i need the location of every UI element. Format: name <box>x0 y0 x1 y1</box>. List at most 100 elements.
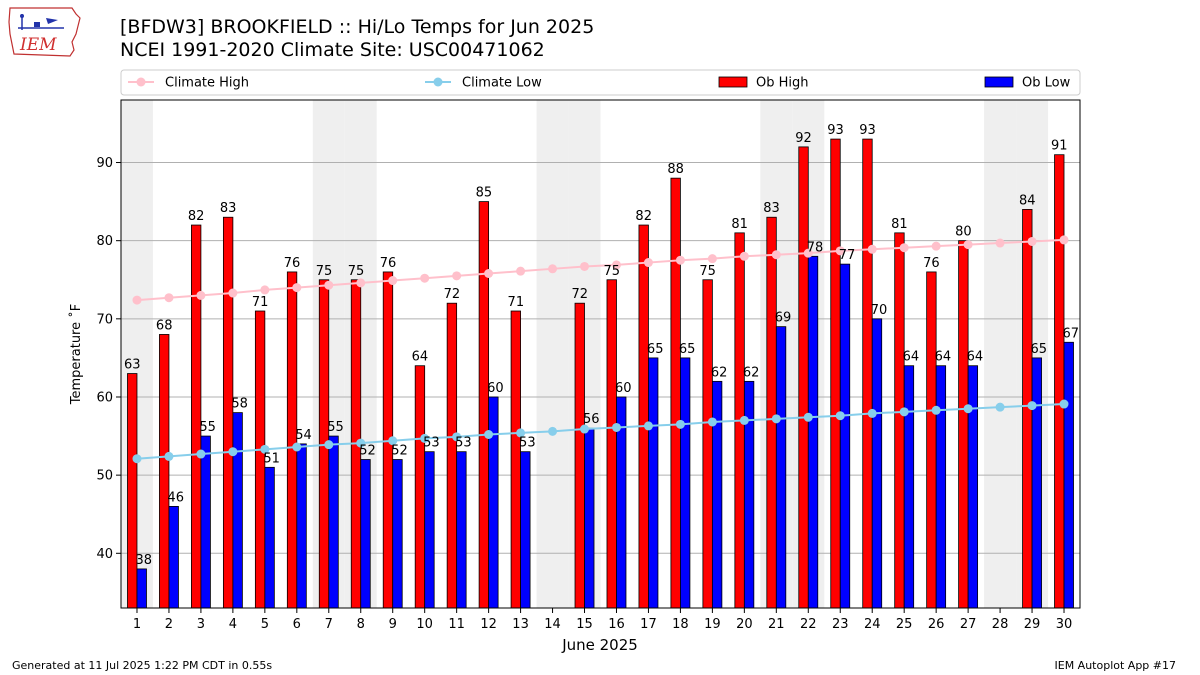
y-axis-label: Temperature ˚F <box>68 304 84 405</box>
climate-high-point <box>835 246 845 256</box>
chart-title: [BFDW3] BROOKFIELD :: Hi/Lo Temps for Ju… <box>120 16 595 38</box>
climate-high-point <box>803 248 813 258</box>
climate-high-point <box>388 276 398 286</box>
climate-high-point <box>420 273 430 283</box>
climate-low-point <box>356 438 366 448</box>
ob-high-bar <box>830 138 841 609</box>
ob-low-bar <box>424 451 435 609</box>
ob-low-bar <box>935 365 947 609</box>
climate-low-point <box>867 408 877 418</box>
ob-low-value-label: 56 <box>583 412 600 427</box>
ob-low-value-label: 64 <box>903 350 920 365</box>
ob-low-bar <box>1031 357 1042 609</box>
climate-low-point <box>132 454 142 464</box>
x-tick-label: 13 <box>512 617 529 632</box>
x-tick-label: 28 <box>992 617 1009 632</box>
climate-high-point <box>228 288 238 298</box>
climate-high-line <box>136 238 1065 302</box>
climate-low-point <box>388 436 398 446</box>
climate-high-point <box>516 266 526 276</box>
ob-low-value-label: 52 <box>359 444 376 459</box>
logo-text: IEM <box>19 35 57 55</box>
climate-high-point <box>452 271 462 281</box>
iem-iowa-logo-icon: IEM <box>8 7 81 57</box>
ob-high-bar <box>414 365 426 609</box>
ob-low-value-label: 64 <box>935 350 952 365</box>
climate-high-point <box>899 243 909 253</box>
climate-low-point <box>771 414 781 424</box>
legend-ob-high-label: Ob High <box>756 76 809 91</box>
ob-high-bar <box>894 232 905 609</box>
ob-low-value-label: 60 <box>487 381 504 396</box>
ob-low-bar <box>903 365 915 609</box>
ob-low-bar <box>584 427 595 609</box>
ob-high-bar <box>766 216 777 609</box>
x-tick-label: 7 <box>325 617 333 632</box>
ob-high-value-label: 83 <box>220 201 237 216</box>
ob-high-bar <box>478 201 490 609</box>
ob-high-value-label: 81 <box>891 217 908 232</box>
legend-climate-high-marker <box>136 77 146 87</box>
ob-low-value-label: 46 <box>167 490 184 505</box>
x-tick-label: 22 <box>800 617 817 632</box>
ob-low-value-label: 62 <box>711 365 728 380</box>
legend-ob-low-swatch <box>984 76 1014 88</box>
ob-high-bar <box>862 138 873 609</box>
legend-climate-low-marker <box>433 77 443 87</box>
x-tick-label: 25 <box>896 617 913 632</box>
x-tick-label: 6 <box>293 617 301 632</box>
ob-high-value-label: 93 <box>827 123 844 138</box>
ob-high-value-label: 71 <box>508 295 525 310</box>
climate-low-point <box>707 417 717 427</box>
iem-logo: IEM <box>6 4 86 64</box>
ob-low-value-label: 65 <box>1031 342 1048 357</box>
ob-low-bar <box>520 451 531 609</box>
climate-low-point <box>1027 401 1037 411</box>
climate-low-point <box>484 429 494 439</box>
ob-low-value-label: 78 <box>807 240 824 255</box>
climate-high-point <box>707 254 717 264</box>
climate-low-point <box>803 412 813 422</box>
climate-high-point <box>643 258 653 268</box>
climate-high-point <box>867 244 877 254</box>
ob-high-bar <box>670 177 681 609</box>
x-tick-label: 14 <box>544 617 561 632</box>
ob-high-bar <box>159 334 170 609</box>
plot-frame <box>120 99 1081 609</box>
ob-low-bar <box>743 380 755 609</box>
ob-high-value-label: 84 <box>1019 193 1036 208</box>
climate-low-point <box>643 421 653 431</box>
x-tick-label: 19 <box>704 617 721 632</box>
ob-low-bar <box>1063 341 1074 609</box>
climate-low-point <box>324 440 334 450</box>
climate-high-point <box>675 255 685 265</box>
climate-low-point <box>420 433 430 443</box>
ob-high-value-label: 71 <box>252 295 269 310</box>
legend-box <box>120 69 1081 96</box>
climate-high-point <box>771 250 781 260</box>
x-tick-label: 24 <box>864 617 881 632</box>
ob-low-value-label: 65 <box>679 342 696 357</box>
ob-high-value-label: 81 <box>731 217 748 232</box>
ob-high-value-label: 93 <box>859 123 876 138</box>
legend-climate-high-label: Climate High <box>165 76 249 91</box>
climate-low-point <box>611 422 621 432</box>
ob-high-bar <box>446 302 458 609</box>
ob-high-value-label: 83 <box>763 201 780 216</box>
climate-low-point <box>260 444 270 454</box>
ob-high-value-label: 75 <box>699 264 716 279</box>
ob-high-value-label: 85 <box>476 186 493 201</box>
climate-low-point <box>835 411 845 421</box>
ob-low-bar <box>711 380 723 609</box>
ob-low-bar <box>871 318 883 609</box>
climate-low-point <box>931 405 941 415</box>
ob-high-bar <box>127 373 138 609</box>
climate-high-point <box>995 238 1005 248</box>
ob-low-bar <box>839 263 851 609</box>
x-tick-label: 30 <box>1056 617 1073 632</box>
x-tick-label: 9 <box>389 617 397 632</box>
y-tick-label: 70 <box>96 312 113 327</box>
ob-high-bar <box>222 216 234 609</box>
climate-high-point <box>1059 235 1069 245</box>
x-tick-label: 18 <box>672 617 689 632</box>
